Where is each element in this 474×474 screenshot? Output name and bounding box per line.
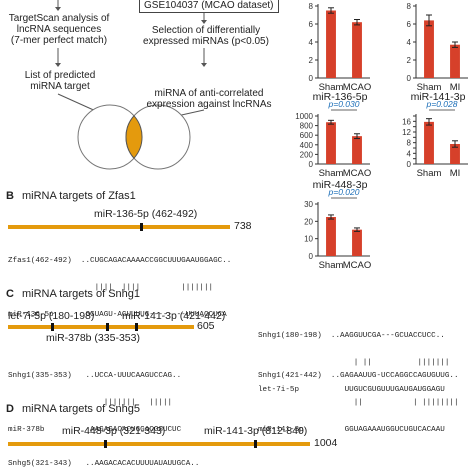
snhg1-alignment-mir378b: Snhg1(335-353) ..UCCA-UUUCAAGUCCAG.. |||… [8, 372, 182, 434]
snhg1-marker-mir378b [106, 323, 109, 331]
x-category-label: Sham [319, 260, 344, 271]
snhg1-marker-mir141 [135, 323, 138, 331]
y-tick-label: 12 [402, 128, 411, 137]
y-tick-label: 8 [407, 2, 412, 11]
panel-d-letter: D [6, 403, 14, 415]
dataset-box: GSE104037 (MCAO dataset) [139, 0, 279, 13]
snhg1-site-mir378b: miR-378b (335-353) [46, 332, 140, 344]
selection-step: Selection of differentially expressed mi… [143, 25, 269, 47]
chart-title: miR-136-5p [313, 91, 368, 103]
snhg5-site-mir141: miR-141-3p (812-840) [204, 425, 308, 437]
zfas1-length: 738 [234, 220, 252, 232]
y-tick-label: 10 [304, 235, 313, 244]
snhg1-length: 605 [197, 320, 215, 332]
flow-arrows [55, 0, 207, 170]
bar [326, 10, 336, 78]
chart-title: miR-141-3p [411, 91, 466, 103]
x-category-label: Sham [319, 168, 344, 179]
panel-c-letter: C [6, 288, 14, 300]
y-tick-label: 600 [300, 131, 314, 140]
snhg5-marker-mir141 [254, 440, 257, 448]
y-tick-label: 0 [407, 74, 412, 83]
p-value-label: p=0.028 [426, 99, 458, 109]
y-tick-label: 200 [300, 150, 314, 159]
bar-chart-mir-448-3p: miR-448-3p 0 10 20 30 Sham MCAO p=0.020 [304, 179, 372, 271]
panel-b-letter: B [6, 190, 14, 202]
snhg5-length: 1004 [314, 437, 338, 449]
y-tick-label: 0 [309, 160, 314, 169]
bar [424, 121, 434, 164]
snhg1-site-mir141: miR-141-3p (421-442) [122, 310, 226, 322]
bar [352, 229, 362, 256]
zfas1-site-label: miR-136-5p (462-492) [94, 208, 198, 220]
y-tick-label: 0 [309, 74, 314, 83]
bar [326, 217, 336, 256]
y-tick-label: 6 [407, 20, 412, 29]
y-tick-label: 4 [309, 38, 314, 47]
zfas1-alignment: Zfas1(462-492) ..CUGCAGACAAAACCGGCUUUGAA… [8, 257, 232, 319]
anticorrelated-mirnas: miRNA of anti-correlated expression agai… [146, 88, 272, 110]
bar-chart-top-left: 0 2 4 6 8 Sham MCAO [309, 2, 372, 93]
snhg5-transcript-bar [8, 440, 310, 448]
y-tick-label: 8 [309, 2, 314, 11]
venn-intersection [125, 115, 143, 159]
snhg5-alignment: Snhg5(321-343) ..AAGACACACUUUUAUAUUGCA.. [8, 460, 200, 468]
y-tick-label: 0 [407, 160, 412, 169]
x-category-label: Sham [417, 168, 442, 179]
bar [450, 144, 460, 164]
x-category-label: MI [450, 168, 461, 179]
y-tick-label: 30 [304, 200, 313, 209]
snhg5-marker-mir448 [104, 440, 107, 448]
bar [352, 136, 362, 164]
x-category-label: Sham [417, 82, 442, 93]
snhg1-alignment-let7i: Snhg1(180-198) ..AAGGUUCGA---GCUACCUCC..… [258, 332, 450, 394]
x-category-label: Sham [319, 82, 344, 93]
panel-c-title: miRNA targets of Snhg1 [22, 288, 141, 300]
zfas1-site-marker [140, 223, 143, 231]
x-category-label: MCAO [343, 168, 372, 179]
snhg1-marker-let7i [51, 323, 54, 331]
snhg1-transcript-bar [8, 323, 194, 331]
y-tick-label: 4 [407, 38, 412, 47]
y-tick-label: 4 [407, 149, 412, 158]
y-tick-label: 0 [309, 252, 314, 261]
targetscan-step: TargetScan analysis of lncRNA sequences … [8, 13, 110, 46]
panel-b-title: miRNA targets of Zfas1 [22, 190, 136, 202]
snhg1-alignment-mir141: Snhg1(421-442) ..GAGAAUUG-UCCAGGCCAGUGUU… [258, 372, 459, 434]
p-value-label: p=0.030 [328, 99, 360, 109]
chart-title: miR-448-3p [313, 179, 368, 191]
snhg5-site-mir448: miR-448-3p (321-343) [62, 425, 166, 437]
p-value-label: p=0.020 [328, 187, 360, 197]
bar-chart-top-right: 0 2 4 6 8 Sham MI [407, 2, 468, 93]
y-tick-label: 20 [304, 217, 313, 226]
y-tick-label: 16 [402, 117, 411, 126]
bar [352, 22, 362, 78]
y-tick-label: 800 [300, 122, 314, 131]
zfas1-transcript-bar [8, 223, 230, 231]
x-category-label: MI [450, 82, 461, 93]
bar-chart-mir-141-3p: miR-141-3p 0 48 12 16 Sham MI p=0.028 [402, 91, 468, 179]
snhg1-site-let7i: let-7i-5p (180-198) [8, 310, 95, 322]
predicted-targets: List of predicted miRNA target [24, 70, 96, 92]
y-tick-label: 6 [309, 20, 314, 29]
y-tick-label: 1000 [295, 112, 313, 121]
y-tick-label: 2 [407, 56, 412, 65]
bar [450, 44, 460, 78]
bar [424, 20, 434, 78]
y-tick-label: 8 [407, 139, 412, 148]
panel-d-title: miRNA targets of Snhg5 [22, 403, 141, 415]
y-tick-label: 2 [309, 56, 314, 65]
x-category-label: MCAO [343, 260, 372, 271]
x-category-label: MCAO [343, 82, 372, 93]
bar [326, 122, 336, 164]
y-tick-label: 400 [300, 141, 314, 150]
